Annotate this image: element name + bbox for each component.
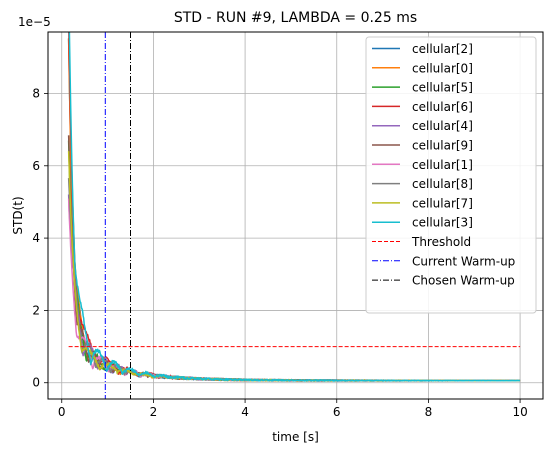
legend: cellular[2] cellular[0] cellular[5] cellula… <box>365 36 537 314</box>
legend-label: Threshold <box>411 235 471 249</box>
x-axis-label: time [s] <box>272 430 319 444</box>
y-tick-label: 6 <box>32 159 40 173</box>
reference-lines <box>68 32 521 399</box>
legend-label: cellular[4] <box>412 119 473 133</box>
chart-title: STD - RUN #9, LAMBDA = 0.25 ms <box>174 10 417 26</box>
y-axis-label: STD(t) <box>11 196 25 234</box>
y-tick-label: 8 <box>32 86 40 100</box>
legend-label: cellular[1] <box>412 158 473 172</box>
legend-label: cellular[5] <box>412 81 473 95</box>
legend-label: cellular[0] <box>412 61 473 75</box>
legend-label: cellular[9] <box>412 139 473 153</box>
x-tick-label: 10 <box>512 405 527 419</box>
y-tick-label: 4 <box>32 231 40 245</box>
legend-box <box>365 36 537 314</box>
legend-label: Current Warm-up <box>412 254 515 268</box>
axis-ticks: 0 2 4 6 8 10 0 2 4 6 8 <box>32 86 527 419</box>
legend-label: cellular[8] <box>412 177 473 191</box>
y-tick-label: 2 <box>32 303 40 317</box>
x-tick-label: 4 <box>241 405 249 419</box>
series-lines <box>67 32 521 382</box>
legend-label: cellular[2] <box>412 42 473 56</box>
y-exponent-label: 1e−5 <box>18 15 51 29</box>
plot-frame <box>47 31 544 400</box>
legend-label: Chosen Warm-up <box>412 274 515 288</box>
legend-label: cellular[6] <box>412 100 473 114</box>
x-tick-label: 2 <box>150 405 158 419</box>
x-tick-label: 8 <box>425 405 433 419</box>
legend-label: cellular[3] <box>412 216 473 230</box>
y-tick-label: 0 <box>32 376 40 390</box>
x-tick-label: 0 <box>58 405 66 419</box>
series-line-cellular3 <box>68 32 521 382</box>
x-tick-label: 6 <box>333 405 341 419</box>
legend-label: cellular[7] <box>412 196 473 210</box>
